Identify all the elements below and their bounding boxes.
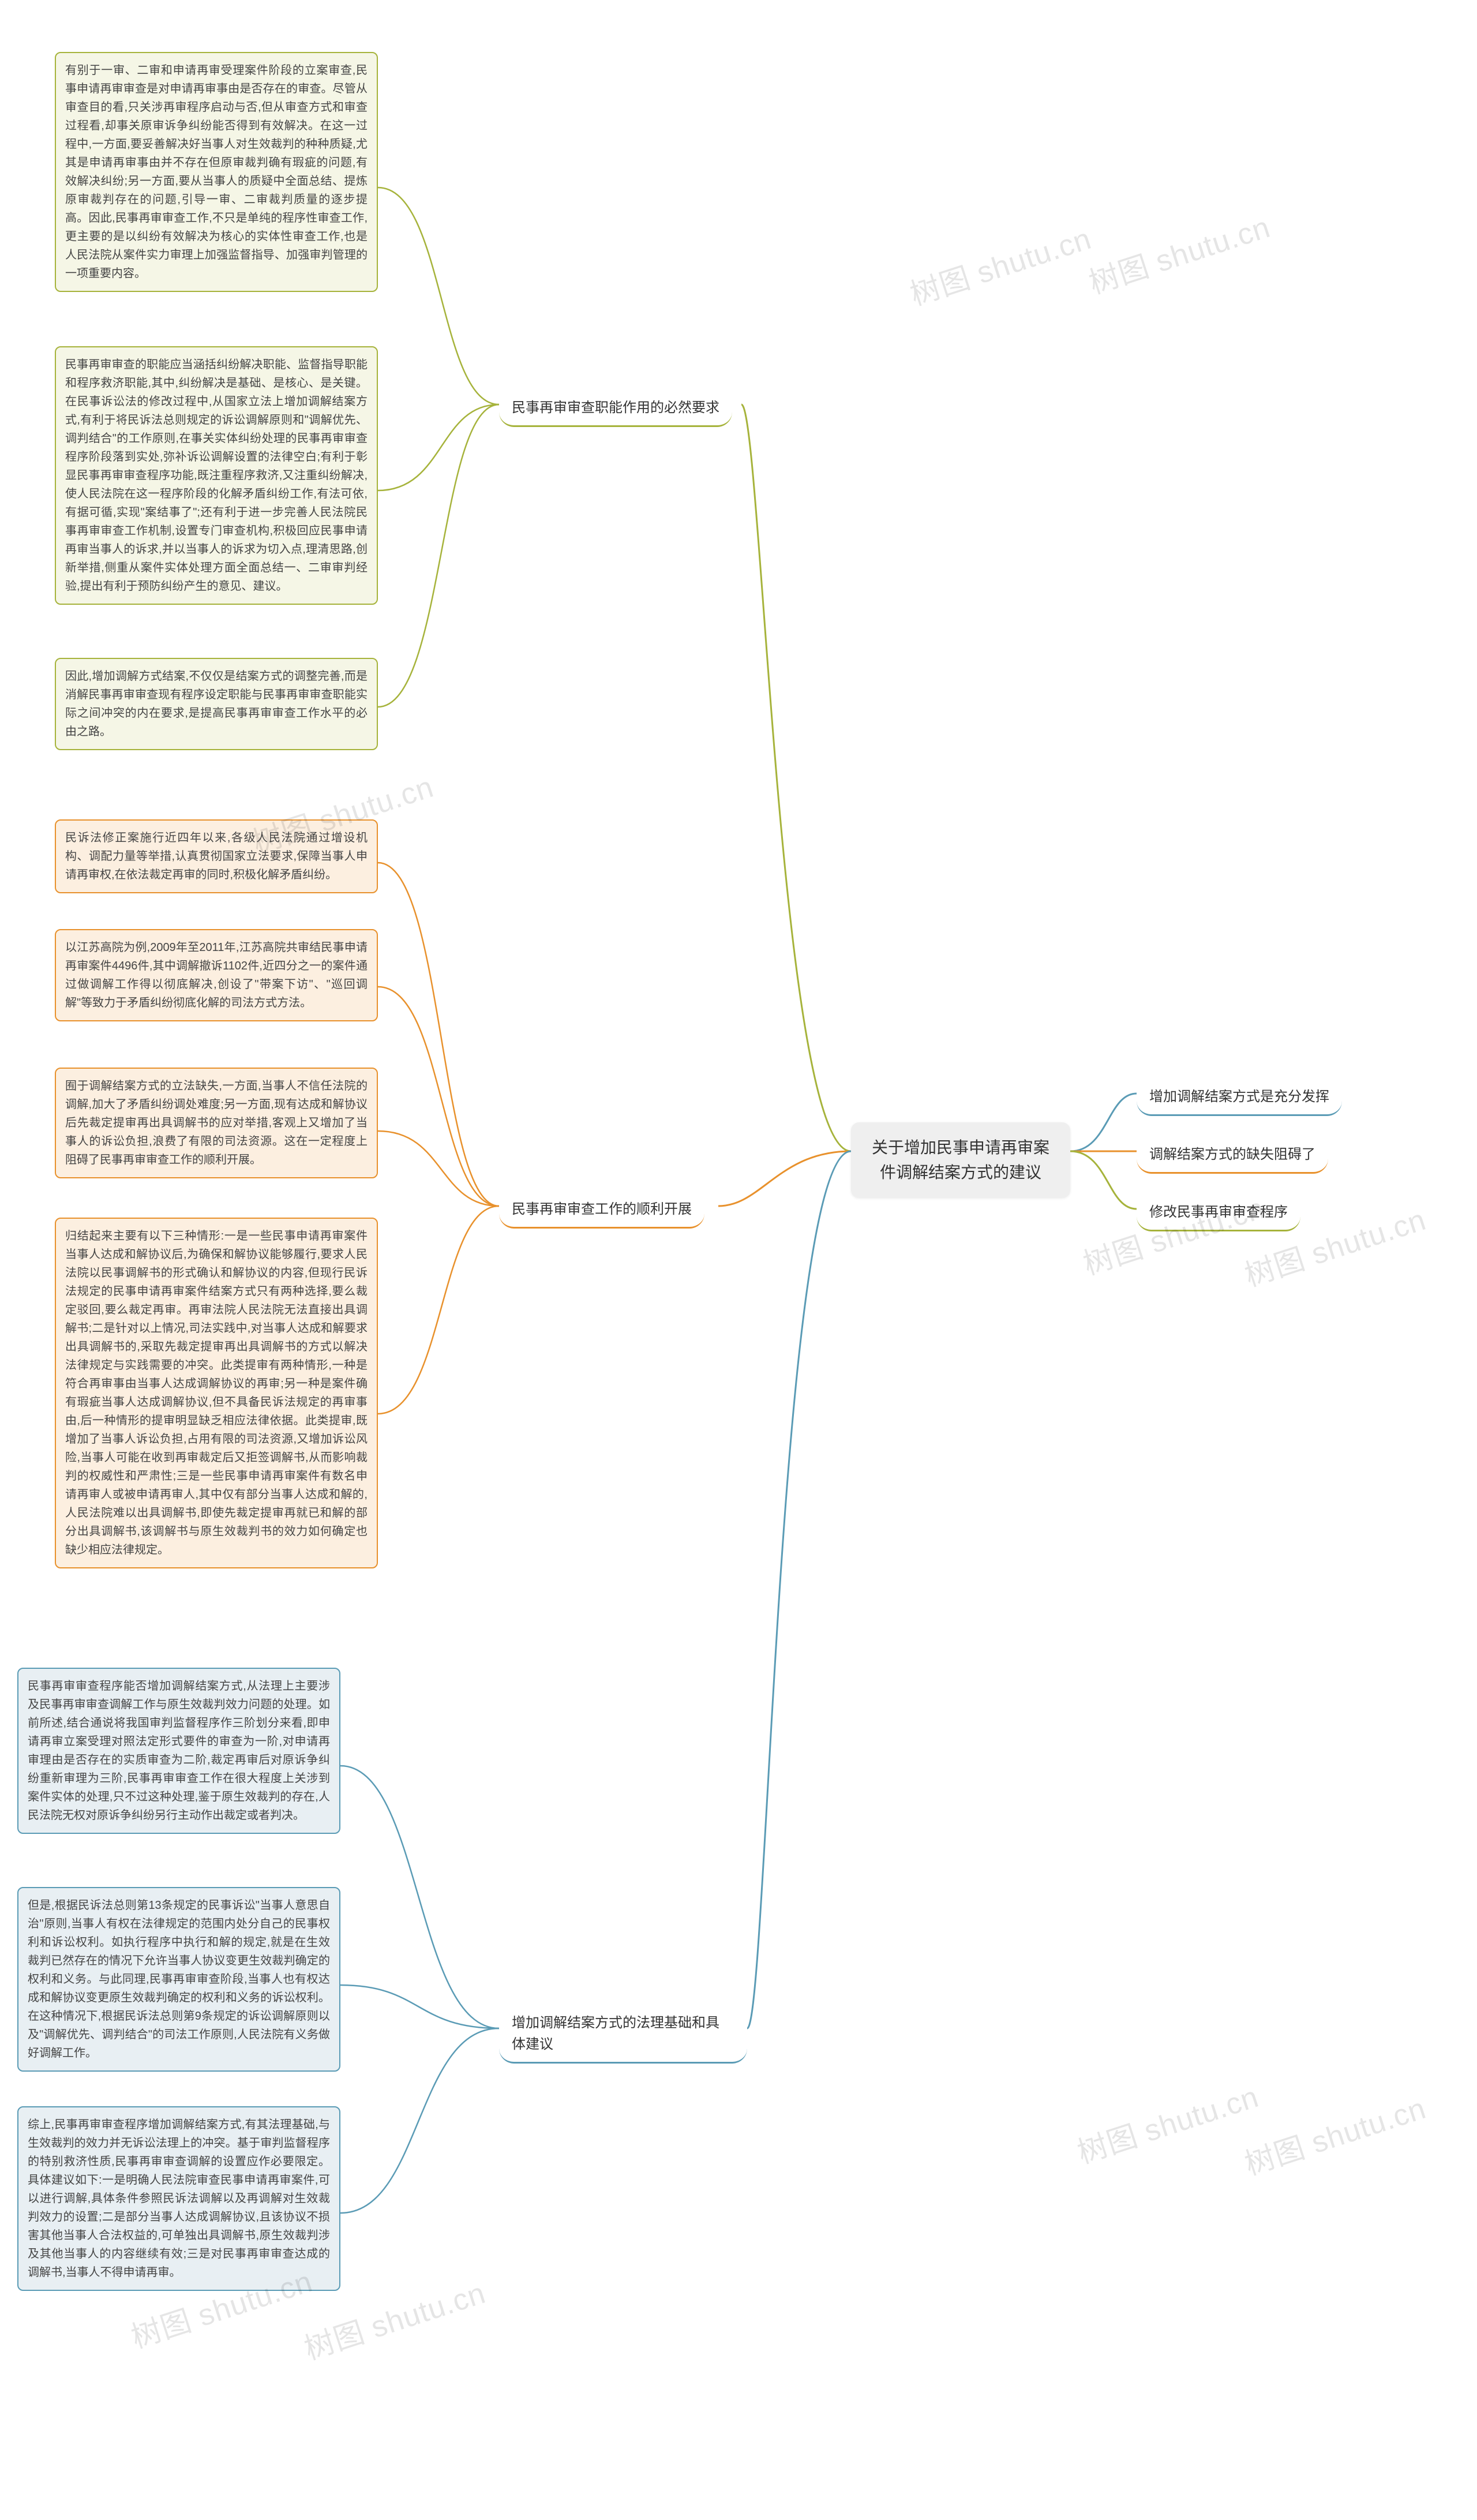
right-stub-r2[interactable]: 调解结案方式的缺失阻碍了 <box>1137 1137 1328 1174</box>
branch-label: 民事再审审查工作的顺利开展 <box>512 1201 692 1217</box>
branch-b1[interactable]: 民事再审审查职能作用的必然要求 <box>499 390 732 427</box>
branch-label: 增加调解结案方式的法理基础和具体建议 <box>512 2015 719 2052</box>
leaf-b1l3[interactable]: 因此,增加调解方式结案,不仅仅是结案方式的调整完善,而是消解民事再审审查现有程序… <box>55 658 378 750</box>
leaf-b1l1[interactable]: 有别于一审、二审和申请再审受理案件阶段的立案审查,民事申请再审审查是对申请再审事… <box>55 52 378 292</box>
leaf-text: 归结起来主要有以下三种情形:一是一些民事申请再审案件当事人达成和解协议后,为确保… <box>65 1230 368 1556</box>
leaf-b3l1[interactable]: 民事再审审查程序能否增加调解结案方式,从法理上主要涉及民事再审审查调解工作与原生… <box>17 1668 340 1834</box>
watermark: 树图 shutu.cn <box>1082 203 1274 302</box>
leaf-b2l2[interactable]: 以江苏高院为例,2009年至2011年,江苏高院共审结民事申请再审案件4496件… <box>55 929 378 1021</box>
leaf-text: 民诉法修正案施行近四年以来,各级人民法院通过增设机构、调配力量等举措,认真贯彻国… <box>65 832 368 881</box>
leaf-b3l3[interactable]: 综上,民事再审审查程序增加调解结案方式,有其法理基础,与生效裁判的效力并无诉讼法… <box>17 2106 340 2291</box>
leaf-text: 因此,增加调解方式结案,不仅仅是结案方式的调整完善,而是消解民事再审审查现有程序… <box>65 670 368 738</box>
stub-label: 增加调解结案方式是充分发挥 <box>1149 1089 1329 1104</box>
watermark: 树图 shutu.cn <box>1071 2072 1263 2171</box>
leaf-text: 民事再审审查的职能应当涵括纠纷解决职能、监督指导职能和程序救济职能,其中,纠纷解… <box>65 358 368 593</box>
watermark: 树图 shutu.cn <box>1238 2084 1430 2183</box>
leaf-text: 民事再审审查程序能否增加调解结案方式,从法理上主要涉及民事再审审查调解工作与原生… <box>28 1680 330 1822</box>
leaf-text: 以江苏高院为例,2009年至2011年,江苏高院共审结民事申请再审案件4496件… <box>65 941 368 1009</box>
leaf-text: 有别于一审、二审和申请再审受理案件阶段的立案审查,民事申请再审审查是对申请再审事… <box>65 64 368 280</box>
branch-b3[interactable]: 增加调解结案方式的法理基础和具体建议 <box>499 2005 747 2064</box>
mindmap-canvas: { "canvas": { "width": 2560, "height": 4… <box>0 0 1477 2520</box>
stub-label: 调解结案方式的缺失阻碍了 <box>1149 1147 1315 1162</box>
leaf-b3l2[interactable]: 但是,根据民诉法总则第13条规定的民事诉讼"当事人意思自治"原则,当事人有权在法… <box>17 1887 340 2072</box>
root-node[interactable]: 关于增加民事申请再审案件调解结案方式的建议 <box>851 1122 1070 1198</box>
leaf-b2l4[interactable]: 归结起来主要有以下三种情形:一是一些民事申请再审案件当事人达成和解协议后,为确保… <box>55 1218 378 1568</box>
leaf-text: 综上,民事再审审查程序增加调解结案方式,有其法理基础,与生效裁判的效力并无诉讼法… <box>28 2118 330 2279</box>
branch-label: 民事再审审查职能作用的必然要求 <box>512 400 719 415</box>
watermark: 树图 shutu.cn <box>904 214 1096 313</box>
leaf-text: 囿于调解结案方式的立法缺失,一方面,当事人不信任法院的调解,加大了矛盾纠纷调处难… <box>65 1080 368 1166</box>
right-stub-r1[interactable]: 增加调解结案方式是充分发挥 <box>1137 1079 1342 1116</box>
stub-label: 修改民事再审审查程序 <box>1149 1204 1288 1220</box>
root-label: 关于增加民事申请再审案件调解结案方式的建议 <box>872 1139 1049 1181</box>
leaf-b2l1[interactable]: 民诉法修正案施行近四年以来,各级人民法院通过增设机构、调配力量等举措,认真贯彻国… <box>55 819 378 893</box>
leaf-text: 但是,根据民诉法总则第13条规定的民事诉讼"当事人意思自治"原则,当事人有权在法… <box>28 1899 330 2060</box>
leaf-b2l3[interactable]: 囿于调解结案方式的立法缺失,一方面,当事人不信任法院的调解,加大了矛盾纠纷调处难… <box>55 1068 378 1178</box>
branch-b2[interactable]: 民事再审审查工作的顺利开展 <box>499 1192 704 1229</box>
right-stub-r3[interactable]: 修改民事再审审查程序 <box>1137 1195 1300 1231</box>
leaf-b1l2[interactable]: 民事再审审查的职能应当涵括纠纷解决职能、监督指导职能和程序救济职能,其中,纠纷解… <box>55 346 378 605</box>
